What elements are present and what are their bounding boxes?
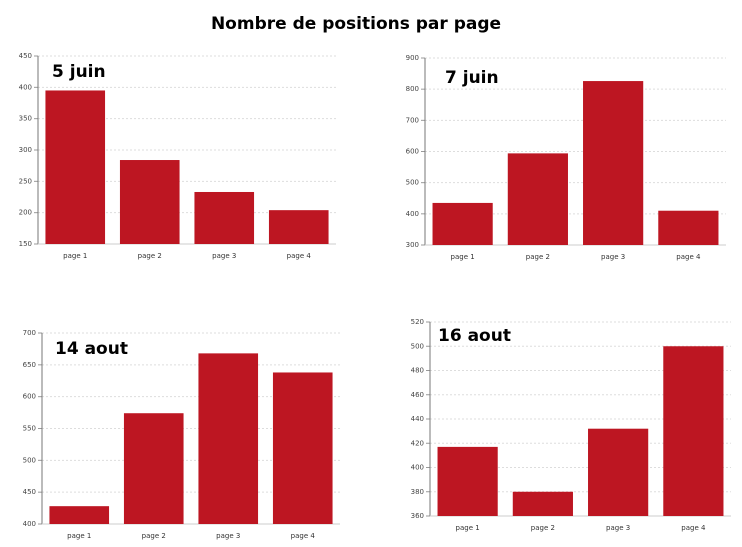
y-tick-label: 480 bbox=[411, 367, 424, 375]
bar bbox=[45, 90, 106, 244]
y-tick-label: 700 bbox=[406, 116, 419, 124]
x-tick-label: page 3 bbox=[606, 524, 630, 532]
bar bbox=[198, 353, 259, 524]
y-tick-label: 900 bbox=[406, 54, 419, 62]
y-tick-label: 350 bbox=[19, 115, 32, 123]
y-tick-label: 300 bbox=[406, 241, 419, 249]
y-tick-label: 150 bbox=[19, 240, 32, 248]
x-tick-label: page 4 bbox=[287, 252, 312, 260]
y-tick-label: 250 bbox=[19, 177, 32, 185]
y-tick-label: 380 bbox=[411, 488, 424, 496]
bar bbox=[507, 153, 568, 245]
bar bbox=[512, 491, 573, 516]
x-tick-label: page 1 bbox=[67, 532, 91, 540]
bar bbox=[588, 428, 649, 516]
y-tick-label: 520 bbox=[411, 318, 424, 326]
bar bbox=[123, 413, 184, 524]
y-tick-label: 550 bbox=[23, 425, 36, 433]
y-tick-label: 700 bbox=[23, 329, 36, 337]
y-tick-label: 600 bbox=[23, 393, 36, 401]
y-tick-label: 450 bbox=[23, 488, 36, 496]
y-tick-label: 200 bbox=[19, 209, 32, 217]
bar bbox=[268, 210, 329, 244]
bar bbox=[49, 506, 110, 524]
y-tick-label: 400 bbox=[19, 83, 32, 91]
y-tick-label: 500 bbox=[411, 342, 424, 350]
y-tick-label: 400 bbox=[411, 464, 424, 472]
bar bbox=[658, 210, 719, 245]
x-tick-label: page 1 bbox=[63, 252, 87, 260]
bar bbox=[663, 346, 724, 516]
bar bbox=[119, 160, 180, 244]
chart-title: 16 aout bbox=[438, 326, 511, 346]
y-tick-label: 360 bbox=[411, 512, 424, 520]
x-tick-label: page 2 bbox=[526, 253, 550, 261]
bar bbox=[583, 81, 644, 246]
x-tick-label: page 2 bbox=[142, 532, 166, 540]
x-tick-label: page 3 bbox=[216, 532, 240, 540]
bar bbox=[272, 372, 333, 524]
y-tick-label: 600 bbox=[406, 148, 419, 156]
y-tick-label: 500 bbox=[406, 179, 419, 187]
y-tick-label: 420 bbox=[411, 439, 424, 447]
chart-title: 7 juin bbox=[445, 68, 499, 88]
x-tick-label: page 2 bbox=[531, 524, 555, 532]
y-tick-label: 400 bbox=[23, 520, 36, 528]
y-tick-label: 800 bbox=[406, 85, 419, 93]
chart-title: 5 juin bbox=[52, 62, 106, 82]
chart-title: 14 aout bbox=[55, 339, 128, 359]
x-tick-label: page 4 bbox=[681, 524, 706, 532]
y-tick-label: 650 bbox=[23, 361, 36, 369]
bar bbox=[194, 191, 255, 244]
bar bbox=[432, 202, 493, 245]
x-tick-label: page 1 bbox=[451, 253, 475, 261]
x-tick-label: page 3 bbox=[212, 252, 236, 260]
y-tick-label: 500 bbox=[23, 456, 36, 464]
x-tick-label: page 1 bbox=[456, 524, 480, 532]
x-tick-label: page 4 bbox=[676, 253, 701, 261]
x-tick-label: page 2 bbox=[138, 252, 162, 260]
y-tick-label: 440 bbox=[411, 415, 424, 423]
page-title: Nombre de positions par page bbox=[211, 14, 501, 34]
bar bbox=[437, 446, 498, 516]
y-tick-label: 400 bbox=[406, 210, 419, 218]
x-tick-label: page 3 bbox=[601, 253, 625, 261]
y-tick-label: 460 bbox=[411, 391, 424, 399]
y-tick-label: 450 bbox=[19, 52, 32, 60]
y-tick-label: 300 bbox=[19, 146, 32, 154]
x-tick-label: page 4 bbox=[291, 532, 316, 540]
